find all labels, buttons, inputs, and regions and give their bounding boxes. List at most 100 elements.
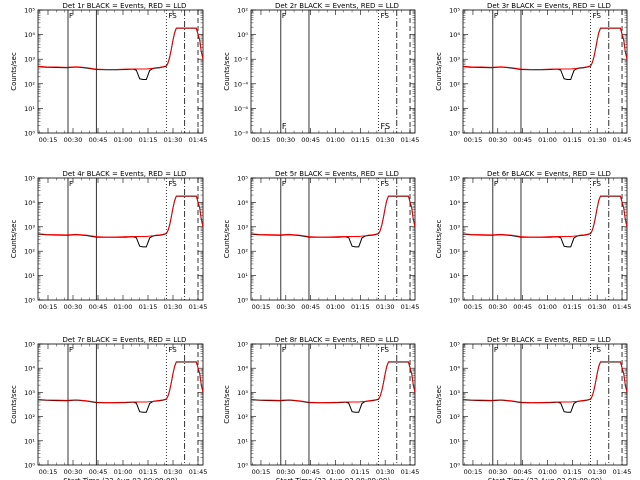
marker-label-b: FS: [381, 346, 390, 354]
x-tick-label: 01:30: [376, 136, 395, 144]
y-tick-label: 10²: [24, 248, 35, 256]
panel-8: 10⁰ 10¹ 10² 10³ 10⁴ 10⁵ Counts/sec 00:15 00:30 00…: [223, 336, 419, 480]
x-tick-label: 00:15: [252, 303, 271, 311]
panel-6: 10⁰ 10¹ 10² 10³ 10⁴ 10⁵ Counts/sec 00:15 00:30 00…: [435, 170, 631, 311]
x-tick-label: 00:15: [464, 468, 483, 476]
y-tick-label: 10²: [24, 413, 35, 421]
x-tick-label: 01:00: [538, 468, 557, 476]
y-tick-label: 10³: [449, 223, 460, 231]
panel-5: 10⁰ 10¹ 10² 10³ 10⁴ 10⁵ Counts/sec 00:15 00:30 00…: [223, 170, 419, 311]
x-tick-label: 01:45: [401, 468, 420, 476]
panel-4: 10⁰ 10¹ 10² 10³ 10⁴ 10⁵ Counts/sec 00:15 00:30 00…: [10, 170, 207, 311]
series-line-lld: [37, 27, 204, 70]
x-tick-label: 01:15: [563, 303, 582, 311]
x-tick-label: 00:15: [39, 136, 58, 144]
y-tick-label: 10¹: [237, 272, 248, 280]
x-tick-label: 00:15: [464, 303, 483, 311]
y-tick-label: 10⁴: [24, 199, 35, 207]
x-tick-label: 00:30: [488, 468, 507, 476]
plot-frame: [462, 9, 628, 134]
x-tick-label: 00:30: [64, 136, 83, 144]
plot-frame: [37, 177, 204, 301]
x-tick-label: 01:00: [326, 303, 345, 311]
x-tick-label: 01:15: [351, 303, 370, 311]
panel-7: 10⁰ 10¹ 10² 10³ 10⁴ 10⁵ Counts/sec 00:15 00:30 00…: [10, 336, 207, 480]
marker-label-a: F: [282, 12, 286, 20]
y-tick-label: 10⁵: [237, 175, 248, 183]
series-line-events: [37, 27, 204, 80]
panel-9: 10⁰ 10¹ 10² 10³ 10⁴ 10⁵ Counts/sec 00:15 00:30 00…: [435, 336, 631, 480]
y-tick-label: 10⁰: [449, 297, 460, 305]
y-axis-title: Counts/sec: [435, 385, 443, 424]
x-tick-label: 01:00: [538, 136, 557, 144]
series-line-events: [462, 361, 628, 413]
panel-title: Det 1r BLACK = Events, RED = LLD: [63, 2, 187, 10]
plot-frame: [37, 343, 204, 466]
y-tick-label: 10⁵: [449, 341, 460, 349]
x-tick-label: 00:15: [39, 468, 58, 476]
marker-label-b: FS: [381, 180, 390, 188]
panel-title: Det 6r BLACK = Events, RED = LLD: [487, 170, 611, 178]
panel-title: Det 3r BLACK = Events, RED = LLD: [487, 2, 611, 10]
x-tick-label: 00:30: [276, 136, 295, 144]
x-tick-label: 01:15: [139, 136, 158, 144]
y-tick-label: 10⁴: [449, 31, 460, 39]
y-tick-label: 10⁰: [237, 297, 248, 305]
y-tick-label: 10⁻⁴: [234, 80, 249, 88]
y-tick-label: 10⁵: [449, 7, 460, 15]
y-tick-label: 10⁴: [237, 199, 248, 207]
y-tick-label: 10⁴: [237, 365, 248, 373]
x-tick-label: 01:30: [588, 303, 607, 311]
y-tick-label: 10⁰: [24, 462, 35, 470]
y-tick-label: 10³: [449, 56, 460, 64]
x-tick-label: 01:45: [189, 136, 208, 144]
panel-title: Det 8r BLACK = Events, RED = LLD: [275, 336, 399, 344]
series-line-events: [462, 195, 628, 248]
panel-title: Det 5r BLACK = Events, RED = LLD: [275, 170, 399, 178]
x-tick-label: 01:00: [114, 136, 133, 144]
marker-label-b: FS: [381, 122, 391, 131]
y-tick-label: 10⁵: [449, 175, 460, 183]
y-axis-title: Counts/sec: [223, 52, 231, 91]
x-axis-title: Start Time (22-Aug-03 00:09:00): [276, 477, 390, 480]
series-line-lld: [462, 361, 628, 404]
y-tick-label: 10³: [449, 389, 460, 397]
x-tick-label: 00:45: [301, 136, 320, 144]
x-tick-label: 00:45: [89, 468, 108, 476]
y-tick-label: 10⁰: [449, 130, 460, 138]
x-tick-label: 00:45: [301, 303, 320, 311]
panel-title: Det 2r BLACK = Events, RED = LLD: [275, 2, 399, 10]
x-tick-label: 00:30: [64, 303, 83, 311]
y-tick-label: 10³: [24, 56, 35, 64]
plot-frame: [37, 9, 204, 134]
x-tick-label: 00:15: [464, 136, 483, 144]
marker-label-a: F: [282, 180, 286, 188]
x-tick-label: 01:45: [189, 468, 208, 476]
plot-frame: [250, 177, 416, 301]
x-tick-label: 01:15: [563, 468, 582, 476]
x-tick-label: 01:00: [114, 468, 133, 476]
x-tick-label: 00:30: [64, 468, 83, 476]
x-tick-label: 01:45: [613, 303, 632, 311]
y-tick-label: 10³: [24, 223, 35, 231]
y-axis-title: Counts/sec: [435, 220, 443, 259]
x-tick-label: 01:15: [351, 136, 370, 144]
y-axis-title: Counts/sec: [223, 220, 231, 259]
x-tick-label: 00:30: [276, 303, 295, 311]
marker-label-a: F: [494, 12, 498, 20]
x-tick-label: 00:45: [89, 303, 108, 311]
y-tick-label: 10⁴: [24, 365, 35, 373]
x-tick-label: 00:45: [89, 136, 108, 144]
y-tick-label: 10⁰: [449, 462, 460, 470]
x-tick-label: 01:30: [588, 136, 607, 144]
y-axis-title: Counts/sec: [435, 52, 443, 91]
x-tick-label: 01:30: [376, 468, 395, 476]
y-tick-label: 10⁰: [24, 297, 35, 305]
y-tick-label: 10⁻⁸: [234, 130, 249, 138]
y-tick-label: 10¹: [24, 272, 35, 280]
y-tick-label: 10²: [237, 413, 248, 421]
marker-label-b: FS: [381, 12, 390, 20]
panel-title: Det 4r BLACK = Events, RED = LLD: [63, 170, 187, 178]
series-line-lld: [250, 195, 416, 238]
